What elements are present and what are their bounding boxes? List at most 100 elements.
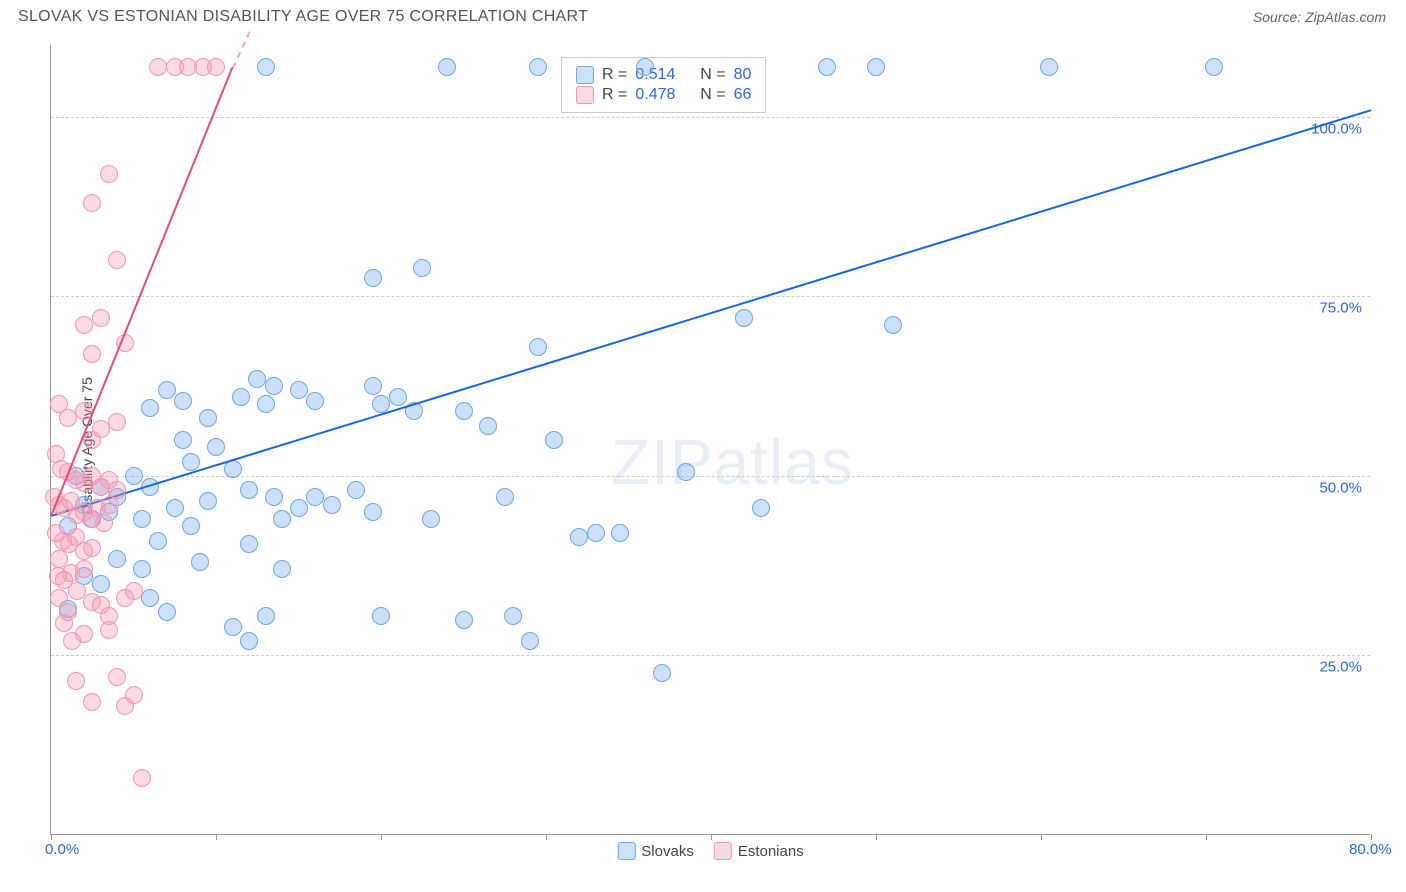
data-point (108, 668, 126, 686)
gridline (51, 655, 1370, 656)
data-point (347, 481, 365, 499)
x-tick (711, 834, 712, 840)
data-point (545, 431, 563, 449)
data-point (158, 381, 176, 399)
data-point (521, 632, 539, 650)
source-attribution: Source: ZipAtlas.com (1253, 9, 1386, 25)
data-point (413, 259, 431, 277)
data-point (174, 392, 192, 410)
data-point (273, 510, 291, 528)
data-point (290, 499, 308, 517)
data-point (611, 524, 629, 542)
x-tick (51, 834, 52, 840)
x-tick (546, 834, 547, 840)
data-point (496, 488, 514, 506)
swatch-icon (714, 842, 732, 860)
data-point (653, 664, 671, 682)
data-point (240, 632, 258, 650)
gridline (51, 296, 1370, 297)
data-point (149, 532, 167, 550)
data-point (240, 481, 258, 499)
legend-item-estonians: Estonians (714, 842, 804, 860)
swatch-icon (576, 66, 594, 84)
trend-line-extension (232, 31, 250, 68)
data-point (83, 693, 101, 711)
data-point (174, 431, 192, 449)
data-point (158, 603, 176, 621)
data-point (677, 463, 695, 481)
y-tick-label: 25.0% (1319, 659, 1362, 676)
data-point (92, 309, 110, 327)
data-point (116, 697, 134, 715)
data-point (587, 524, 605, 542)
data-point (50, 589, 68, 607)
data-point (257, 395, 275, 413)
data-point (75, 316, 93, 334)
data-point (83, 539, 101, 557)
data-point (83, 431, 101, 449)
data-point (1040, 58, 1058, 76)
data-point (191, 553, 209, 571)
data-point (570, 528, 588, 546)
data-point (257, 607, 275, 625)
data-point (67, 672, 85, 690)
data-point (455, 611, 473, 629)
x-tick (216, 834, 217, 840)
data-point (207, 58, 225, 76)
chart-header: SLOVAK VS ESTONIAN DISABILITY AGE OVER 7… (0, 0, 1406, 30)
scatter-chart: ZIPatlas R = 0.514 N = 80 R = 0.478 N = … (50, 45, 1370, 835)
data-point (149, 58, 167, 76)
data-point (240, 535, 258, 553)
data-point (479, 417, 497, 435)
data-point (455, 402, 473, 420)
data-point (83, 194, 101, 212)
legend-item-slovaks: Slovaks (617, 842, 694, 860)
data-point (504, 607, 522, 625)
x-tick (876, 834, 877, 840)
data-point (199, 492, 217, 510)
gridline (51, 117, 1370, 118)
data-point (55, 614, 73, 632)
data-point (100, 165, 118, 183)
data-point (364, 269, 382, 287)
data-point (63, 632, 81, 650)
data-point (529, 58, 547, 76)
data-point (133, 560, 151, 578)
correlation-row-estonians: R = 0.478 N = 66 (576, 86, 751, 104)
trend-line (51, 110, 1372, 518)
swatch-icon (576, 86, 594, 104)
x-tick (381, 834, 382, 840)
data-point (232, 388, 250, 406)
data-point (306, 488, 324, 506)
data-point (248, 370, 266, 388)
watermark: ZIPatlas (611, 425, 854, 499)
chart-title: SLOVAK VS ESTONIAN DISABILITY AGE OVER 7… (18, 8, 588, 26)
data-point (323, 496, 341, 514)
data-point (133, 510, 151, 528)
data-point (125, 467, 143, 485)
data-point (438, 58, 456, 76)
data-point (364, 377, 382, 395)
correlation-row-slovaks: R = 0.514 N = 80 (576, 66, 751, 84)
data-point (182, 517, 200, 535)
data-point (92, 575, 110, 593)
x-tick (1041, 834, 1042, 840)
data-point (108, 251, 126, 269)
data-point (389, 388, 407, 406)
data-point (867, 58, 885, 76)
series-legend: Slovaks Estonians (617, 842, 803, 860)
x-tick (1371, 834, 1372, 840)
data-point (199, 409, 217, 427)
data-point (364, 503, 382, 521)
data-point (636, 58, 654, 76)
data-point (265, 488, 283, 506)
data-point (306, 392, 324, 410)
data-point (108, 413, 126, 431)
data-point (265, 377, 283, 395)
data-point (884, 316, 902, 334)
data-point (273, 560, 291, 578)
data-point (108, 550, 126, 568)
data-point (529, 338, 547, 356)
data-point (182, 453, 200, 471)
data-point (166, 499, 184, 517)
